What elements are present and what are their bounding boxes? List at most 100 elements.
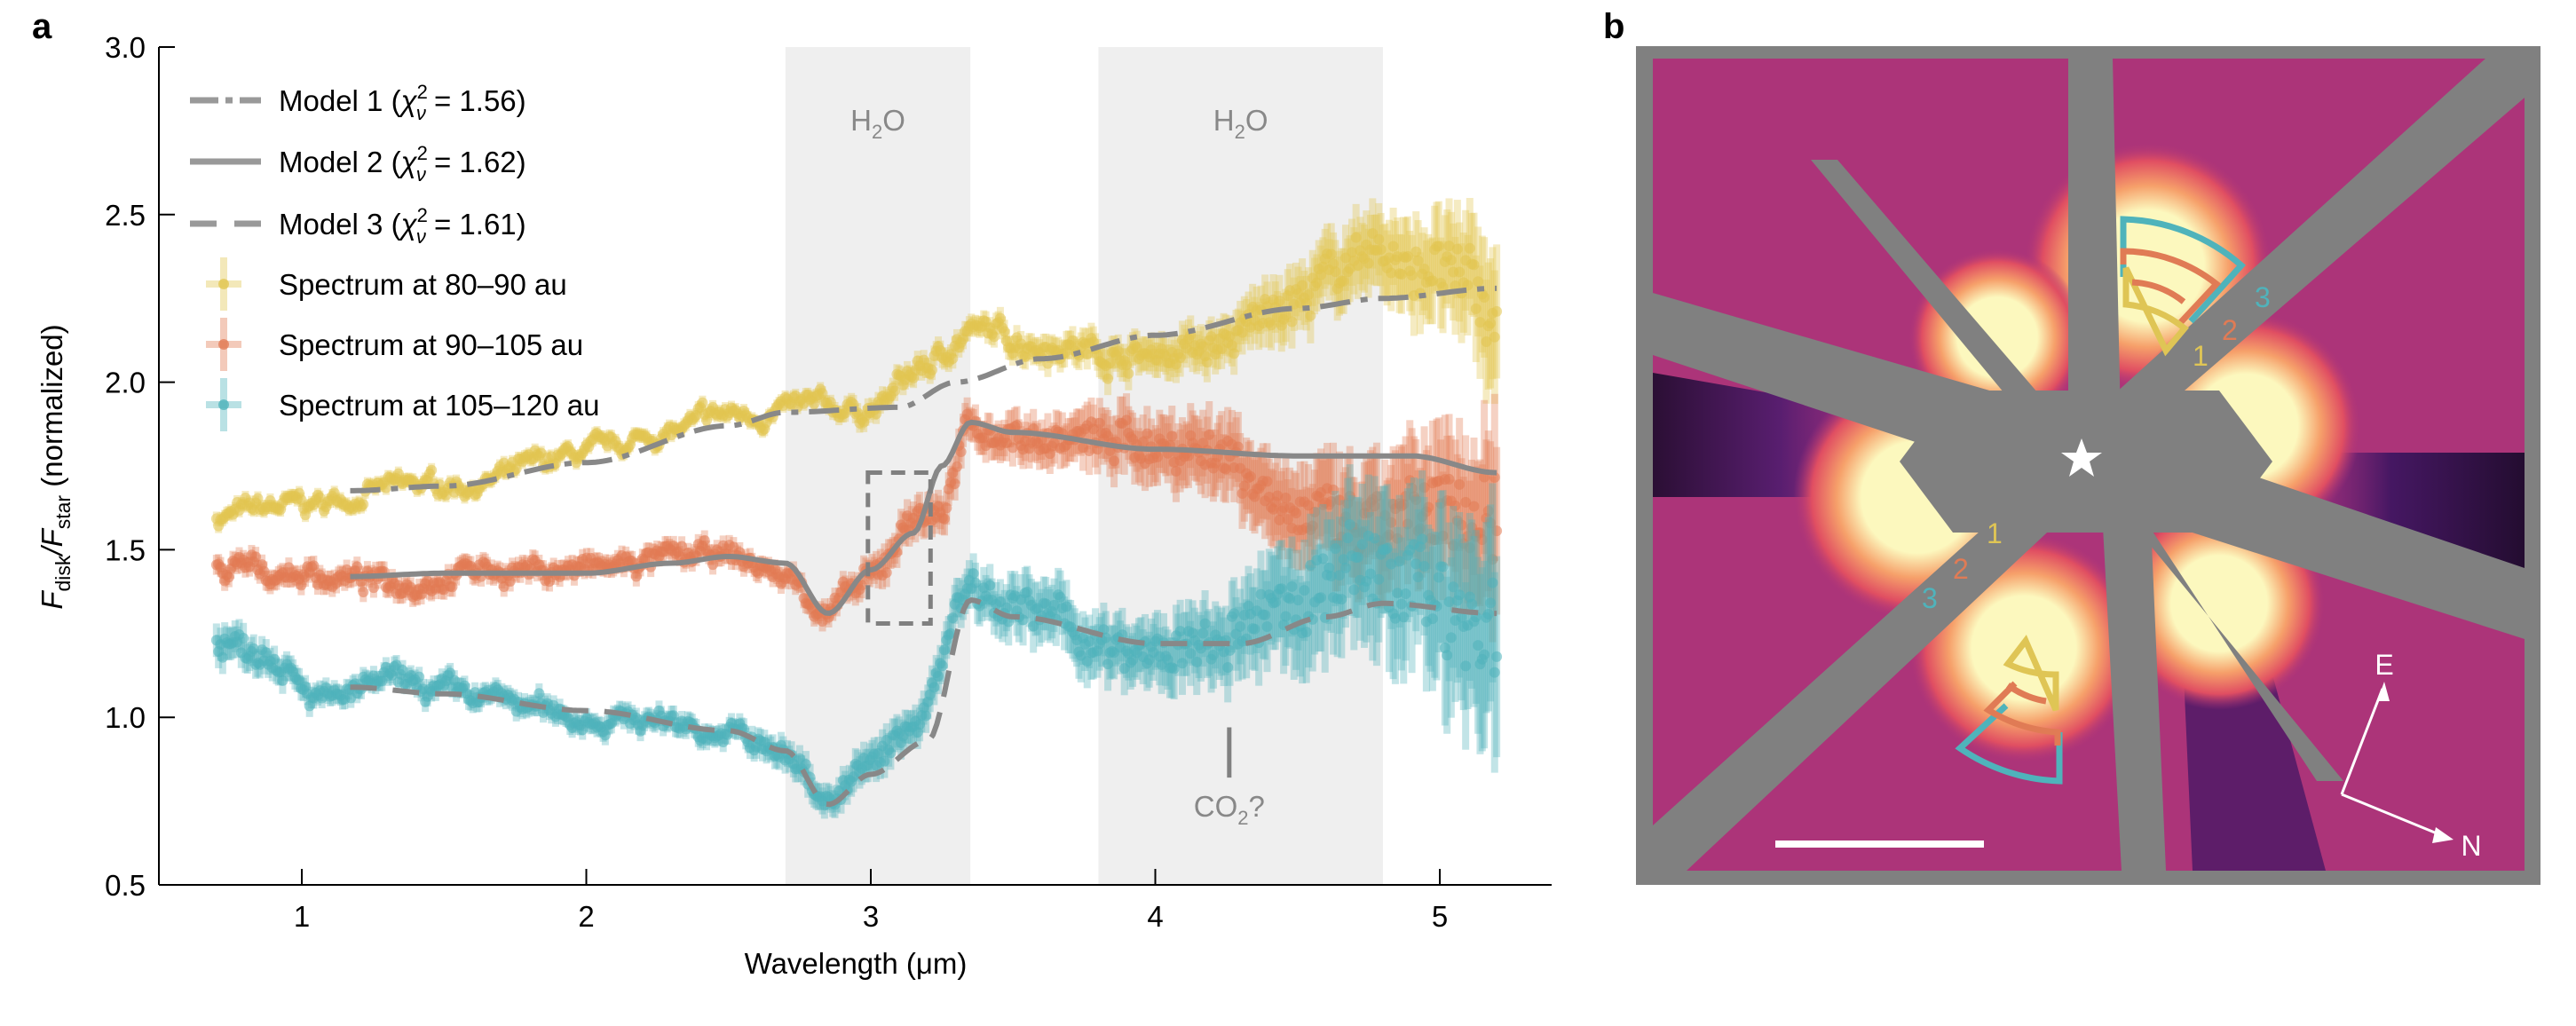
data-point <box>1266 320 1277 331</box>
data-point <box>258 565 270 577</box>
data-point <box>543 576 555 588</box>
data-point <box>938 513 950 525</box>
data-point <box>1491 525 1503 537</box>
data-point <box>1464 542 1475 554</box>
band-labels: H2O H2O <box>850 104 1268 143</box>
data-point <box>1303 289 1315 301</box>
data-point <box>1067 335 1079 346</box>
data-point <box>1437 530 1449 541</box>
scale-bar <box>1775 841 1984 848</box>
data-point <box>1137 436 1149 447</box>
data-point <box>223 572 234 583</box>
band-label-1: H2O <box>850 104 905 143</box>
legend-spectrum-3-marker <box>206 378 241 431</box>
data-point <box>380 482 391 493</box>
x-tick-label: 4 <box>1147 900 1163 933</box>
data-point <box>426 464 438 476</box>
data-point <box>1201 357 1213 368</box>
data-point <box>1426 275 1438 287</box>
data-point <box>999 326 1010 337</box>
legend-text-part: χ <box>399 146 418 178</box>
image-frame <box>1636 46 2540 885</box>
data-point <box>1084 446 1095 457</box>
x-tick-label: 3 <box>863 900 879 933</box>
panel-b-label: b <box>1603 7 1625 46</box>
data-point <box>296 493 307 505</box>
data-point <box>1482 505 1494 517</box>
panel-a-label: a <box>32 7 52 46</box>
data-point <box>1395 268 1407 280</box>
data-point <box>283 562 295 573</box>
legend-text-part: ν <box>416 163 426 185</box>
data-point <box>1423 501 1434 513</box>
data-point <box>1274 514 1285 525</box>
legend-text-part: = 1.62) <box>426 146 526 178</box>
data-point <box>1437 281 1449 293</box>
data-point <box>1489 331 1500 343</box>
data-point <box>1237 327 1248 338</box>
x-axis-title: Wavelength (μm) <box>745 947 968 980</box>
data-point <box>1451 243 1463 255</box>
data-point <box>918 354 929 366</box>
data-point <box>504 576 516 588</box>
legend-text-part: χ <box>399 208 418 241</box>
data-point <box>1373 233 1385 245</box>
data-point <box>1392 533 1403 544</box>
data-point <box>1454 478 1466 490</box>
glow-upper-left <box>1908 249 2086 426</box>
data-point <box>1479 292 1490 304</box>
data-point <box>1383 529 1395 541</box>
data-point <box>1309 506 1321 517</box>
data-point <box>1386 267 1397 279</box>
data-point <box>1473 276 1484 288</box>
legend-text-part: Model 2 ( <box>279 146 401 178</box>
data-point <box>250 551 262 563</box>
data-point <box>269 653 281 665</box>
data-point <box>446 581 458 593</box>
glow-right <box>2130 311 2361 541</box>
data-point <box>951 461 962 472</box>
glow-upper <box>2024 142 2272 391</box>
data-point <box>1485 517 1497 529</box>
legend-text-part: Model 3 ( <box>279 208 401 241</box>
data-point <box>510 463 522 475</box>
data-point <box>1011 420 1023 431</box>
data-point <box>1487 554 1498 565</box>
data-point <box>1272 490 1284 501</box>
data-point <box>1468 501 1480 512</box>
data-point <box>1460 496 1472 508</box>
data-point <box>1404 475 1416 486</box>
data-point <box>941 502 952 514</box>
data-point <box>1375 244 1387 256</box>
data-point <box>927 364 938 375</box>
data-point <box>1398 499 1410 510</box>
data-point <box>1297 280 1308 291</box>
data-point <box>1261 476 1273 487</box>
data-point <box>358 587 369 598</box>
y-ticks: 0.5 1.0 1.5 2.0 2.5 3.0 <box>105 31 175 902</box>
data-point <box>1092 444 1103 455</box>
data-point <box>707 559 719 571</box>
data-point <box>881 567 892 579</box>
data-point <box>1454 266 1466 278</box>
data-point <box>1369 501 1380 512</box>
legend-model-1-label: Model 1 (χ2 ν = 1.56) <box>279 81 526 124</box>
data-point <box>1249 491 1260 502</box>
ring-label-lower-2: 2 <box>1953 553 1969 585</box>
data-point <box>961 408 973 420</box>
legend-spectrum-2-marker <box>206 318 241 371</box>
data-point <box>1386 517 1397 528</box>
data-point <box>352 561 363 572</box>
data-point <box>1418 482 1430 493</box>
data-point <box>947 353 959 365</box>
data-point <box>341 564 352 575</box>
legend-text-part: = 1.61) <box>426 208 526 241</box>
data-point <box>1476 534 1488 546</box>
legend-spectrum-2-label: Spectrum at 90–105 au <box>279 328 583 361</box>
data-point <box>1485 318 1497 329</box>
data-point <box>1344 263 1355 274</box>
data-point <box>1291 508 1302 519</box>
data-point <box>1166 430 1178 442</box>
data-point <box>699 534 710 546</box>
